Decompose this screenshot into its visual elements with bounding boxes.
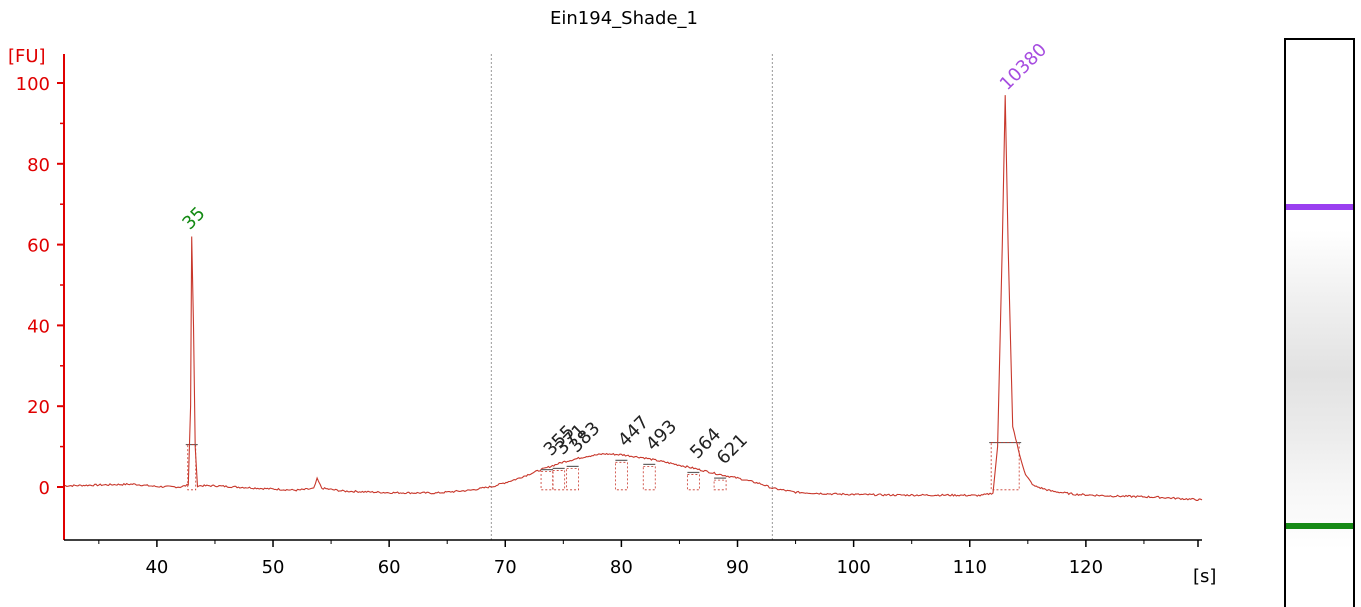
axes: 0 20 40 60 80 100 40 50 60 70 80 90 100 110 120 xyxy=(16,54,1202,578)
x-tick-label-60: 60 xyxy=(378,557,401,578)
y-tick-label-100: 100 xyxy=(16,74,50,95)
peak-integration-box-493 xyxy=(642,465,656,491)
y-axis-unit-label: [FU] xyxy=(8,46,46,67)
peak-integration-box-10380 xyxy=(990,442,1020,491)
x-tick-label-120: 120 xyxy=(1069,557,1103,578)
x-tick-label-50: 50 xyxy=(262,557,285,578)
gel-lower-marker-band xyxy=(1286,523,1353,529)
y-tick-label-20: 20 xyxy=(27,397,50,418)
y-tick-label-80: 80 xyxy=(27,155,50,176)
y-tick-label-40: 40 xyxy=(27,316,50,337)
peak-markers xyxy=(185,441,1022,491)
peak-integration-box-371 xyxy=(552,470,566,491)
trace-line xyxy=(63,95,1203,501)
peak-label-10380: 10380 xyxy=(996,39,1051,94)
chart-title: Ein194_Shade_1 xyxy=(550,8,698,29)
virtual-gel-lane xyxy=(1284,38,1355,607)
signal-trace xyxy=(63,95,1203,501)
x-tick-label-90: 90 xyxy=(726,557,749,578)
peak-integration-box-35 xyxy=(187,444,197,491)
peak-integration-box-621 xyxy=(713,479,727,491)
region-boundary-lines xyxy=(490,54,773,540)
peak-integration-box-447 xyxy=(614,461,628,491)
x-axis-unit-label: [s] xyxy=(1193,566,1216,587)
y-tick-label-60: 60 xyxy=(27,236,50,257)
peak-integration-box-564 xyxy=(686,474,700,491)
gel-smear xyxy=(1286,230,1353,550)
peak-label-35: 35 xyxy=(178,203,209,234)
x-tick-label-80: 80 xyxy=(610,557,633,578)
x-tick-label-110: 110 xyxy=(953,557,987,578)
x-tick-label-100: 100 xyxy=(836,557,870,578)
x-tick-label-40: 40 xyxy=(145,557,168,578)
y-tick-label-0: 0 xyxy=(39,478,50,499)
peak-integration-box-383 xyxy=(566,467,580,491)
gel-upper-marker-band xyxy=(1286,204,1353,210)
x-tick-label-70: 70 xyxy=(494,557,517,578)
peak-integration-box-355 xyxy=(540,471,554,491)
